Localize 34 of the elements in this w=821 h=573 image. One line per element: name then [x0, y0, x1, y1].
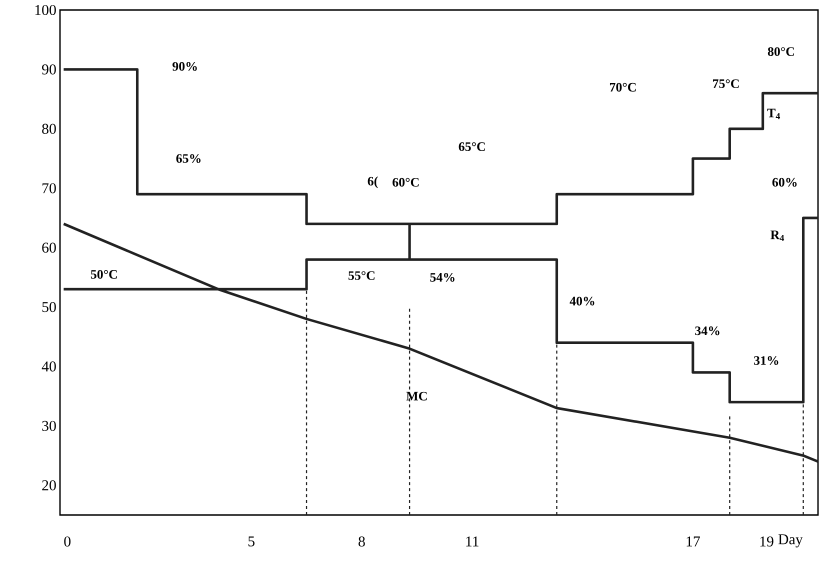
y-tick-label: 30: [42, 420, 56, 431]
y-tick-label: 60: [42, 242, 56, 253]
annotation: 65°C: [458, 142, 485, 152]
y-tick-label: 80: [42, 124, 56, 134]
annotation: 6(: [368, 176, 378, 188]
annotation: T$_{4}$: [767, 108, 780, 120]
x-tick-label: 17: [686, 536, 700, 546]
y-tick-label: 50: [42, 302, 56, 312]
annotation: 80°C: [768, 47, 794, 56]
y-tick-label: 40: [42, 361, 56, 372]
annotation: 75°C: [713, 79, 739, 88]
x-tick-label: 5: [248, 536, 254, 546]
annotation: 40%: [570, 296, 594, 306]
annotation: 50°C: [90, 270, 117, 279]
x-tick-label: 0: [64, 536, 71, 547]
y-tick-label: 100: [35, 4, 56, 16]
annotation: 70°C: [610, 82, 636, 92]
annotation: R$_{4}$: [770, 230, 784, 241]
annotation: 31%: [754, 356, 778, 365]
y-tick-label: 20: [42, 480, 56, 490]
x-tick-label: 19: [760, 536, 774, 546]
y-tick-label: 70: [42, 183, 56, 194]
annotation: 54%: [430, 272, 454, 282]
y-tick-label: 90: [42, 64, 56, 74]
x-axis-title: Day: [778, 534, 803, 548]
annotation: 60%: [772, 178, 797, 187]
annotation: MC: [406, 392, 427, 401]
x-tick-label: 8: [358, 536, 365, 547]
x-tick-label: 11: [466, 536, 478, 546]
annotation: 60°C: [392, 178, 419, 187]
annotation: 34%: [695, 326, 720, 336]
annotation: 65%: [176, 154, 201, 163]
annotation: 90%: [172, 62, 197, 71]
annotation: 55°C: [348, 271, 374, 280]
